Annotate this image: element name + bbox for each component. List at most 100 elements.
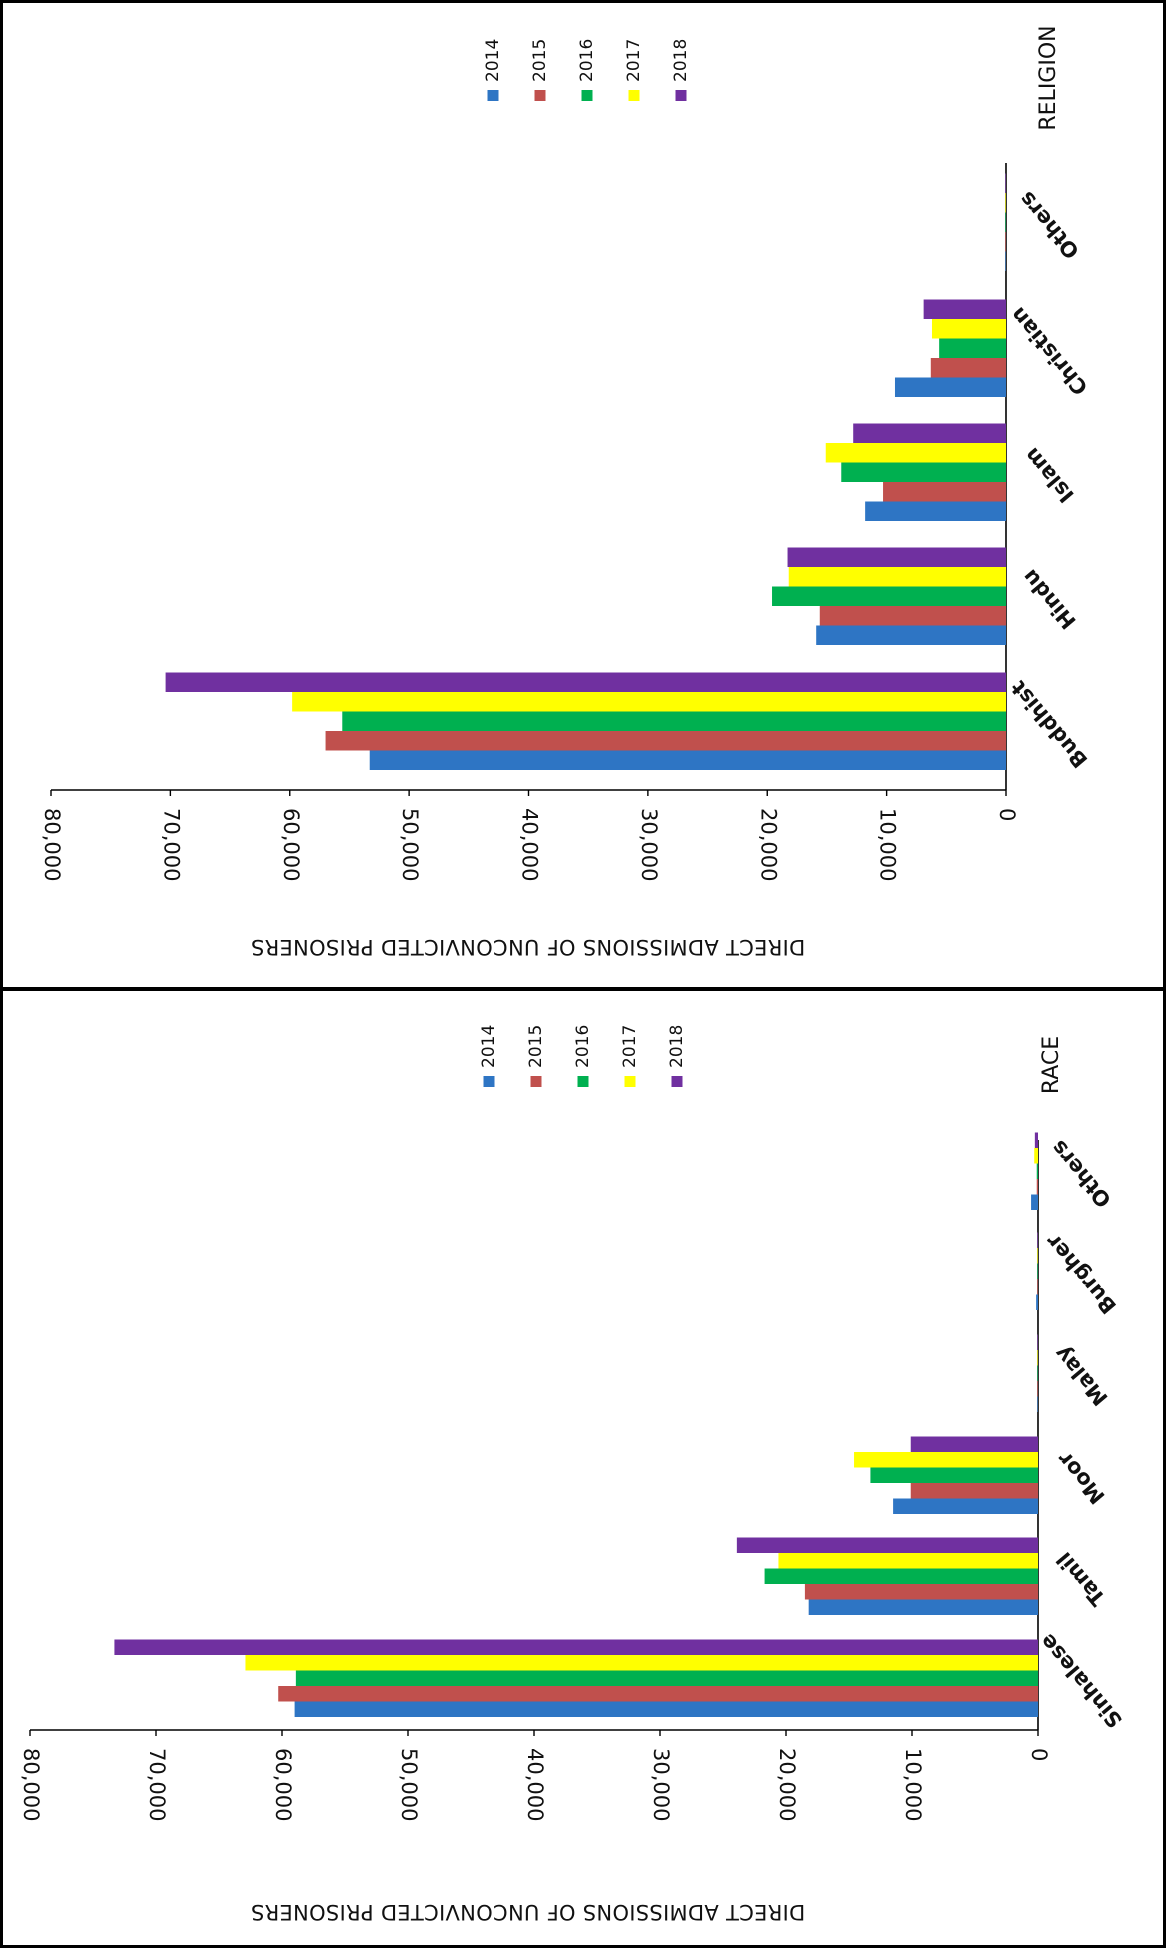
religion-category-label: Buddhist [1006, 676, 1092, 772]
religion-legend-swatch-2016 [581, 90, 593, 101]
race-category-label: Burgher [1041, 1229, 1121, 1318]
religion-panel: 0 10,000 20,000 30,000 40,000 50,000 60,000 70,… [40, 25, 1093, 959]
race-tick-label: 60,000 [271, 1748, 295, 1821]
race-category-label: Malay [1050, 1341, 1113, 1410]
religion-bar-buddhist-2017 [292, 692, 1006, 712]
religion-bar-christian-2014 [894, 377, 1006, 397]
race-category-labels: Sinhalese Tamil Moor Malay Burgher Others [1035, 1136, 1127, 1733]
race-bar-malay-2015 [1037, 1381, 1038, 1397]
religion-legend-swatch-2014 [487, 90, 499, 101]
race-bar-burgher-2015 [1037, 1279, 1038, 1295]
religion-bar-christian-2018 [923, 299, 1006, 319]
religion-tick-label: 10,000 [876, 808, 900, 881]
race-bar-burgher-2014 [1036, 1294, 1038, 1310]
religion-category-label: Christian [1006, 303, 1093, 400]
religion-legend-label-2018: 2018 [671, 39, 691, 82]
race-bar-tamil-2014 [808, 1599, 1038, 1615]
race-y-axis-label: DIRECT ADMISSIONS OF UNCONVICTED PRISONE… [251, 1900, 806, 1924]
race-legend-swatch-2017 [624, 1076, 636, 1087]
religion-bar-buddhist-2015 [325, 731, 1006, 751]
race-bar-moor-2016 [870, 1467, 1038, 1483]
religion-bar-hindu-2014 [816, 625, 1006, 645]
race-tick-label: 20,000 [775, 1748, 799, 1821]
race-legend-label-2014: 2014 [479, 1025, 499, 1068]
race-bar-malay-2018 [1037, 1334, 1038, 1350]
religion-bar-others-2017 [1005, 193, 1006, 213]
religion-legend-swatch-2017 [628, 90, 640, 101]
religion-bar-others-2016 [1005, 212, 1006, 232]
religion-tick-label: 70,000 [159, 808, 183, 881]
race-bar-sinhalese-2015 [278, 1686, 1039, 1702]
race-bar-tamil-2018 [736, 1537, 1038, 1553]
religion-tick-label: 50,000 [398, 808, 422, 881]
race-tick-label: 30,000 [649, 1748, 673, 1821]
religion-tick-label: 80,000 [40, 808, 64, 881]
religion-bar-hindu-2018 [787, 547, 1006, 567]
race-bar-sinhalese-2017 [245, 1655, 1038, 1671]
religion-tick-label: 30,000 [637, 808, 661, 881]
race-bar-burgher-2017 [1037, 1248, 1038, 1264]
race-legend-label-2015: 2015 [526, 1025, 546, 1068]
race-bar-others-2018 [1034, 1132, 1038, 1148]
race-tick-label: 80,000 [19, 1748, 43, 1821]
religion-bar-islam-2014 [865, 501, 1006, 521]
religion-legend-label-2017: 2017 [624, 39, 644, 82]
race-bar-sinhalese-2014 [294, 1701, 1039, 1717]
race-legend-swatch-2016 [577, 1076, 589, 1087]
religion-legend: 2014 2015 2016 2017 2018 [483, 39, 691, 101]
race-panel: 0 10,000 20,000 30,000 40,000 50,000 60,000 70,… [19, 1025, 1127, 1924]
religion-bar-buddhist-2016 [342, 711, 1006, 731]
religion-category-label: Islam [1020, 443, 1079, 507]
religion-category-label: Others [1014, 187, 1084, 264]
race-category-label: Others [1046, 1136, 1116, 1213]
race-tick-label: 40,000 [523, 1748, 547, 1821]
race-bar-sinhalese-2016 [295, 1670, 1038, 1686]
race-bar-others-2015 [1036, 1179, 1038, 1195]
race-bar-malay-2014 [1037, 1396, 1038, 1412]
religion-tick-label: 60,000 [279, 808, 303, 881]
race-bar-tamil-2015 [804, 1584, 1038, 1600]
religion-category-label: Hindu [1018, 565, 1081, 634]
race-bar-moor-2015 [910, 1483, 1038, 1499]
religion-legend-label-2015: 2015 [530, 39, 550, 82]
religion-tick-label: 0 [995, 808, 1019, 821]
race-tick-label: 0 [1027, 1748, 1051, 1761]
race-legend-swatch-2015 [530, 1076, 542, 1087]
religion-bar-islam-2018 [853, 423, 1006, 443]
religion-bars [165, 173, 1007, 770]
religion-bar-buddhist-2018 [165, 672, 1007, 692]
race-bar-tamil-2016 [764, 1568, 1038, 1584]
race-bar-malay-2017 [1037, 1350, 1038, 1366]
religion-bar-christian-2017 [931, 319, 1006, 339]
religion-legend-label-2014: 2014 [483, 39, 503, 82]
race-category-label: Moor [1052, 1447, 1109, 1509]
race-bar-moor-2018 [910, 1436, 1038, 1452]
religion-bar-islam-2015 [883, 482, 1006, 502]
religion-bar-hindu-2017 [788, 567, 1006, 587]
race-bar-burgher-2018 [1037, 1232, 1038, 1248]
religion-y-axis-label: DIRECT ADMISSIONS OF UNCONVICTED PRISONE… [251, 935, 806, 959]
religion-legend-swatch-2018 [675, 90, 687, 101]
race-tick-label: 10,000 [901, 1748, 925, 1821]
religion-tick-label: 20,000 [756, 808, 780, 881]
race-legend-label-2016: 2016 [573, 1025, 593, 1068]
religion-bar-others-2015 [1005, 232, 1006, 252]
religion-bar-christian-2016 [939, 338, 1006, 358]
religion-bar-christian-2015 [930, 358, 1006, 378]
race-bar-moor-2017 [854, 1452, 1038, 1468]
race-panel-title: RACE [1039, 1036, 1064, 1094]
race-category-label: Tamil [1052, 1547, 1110, 1610]
religion-tick-labels: 0 10,000 20,000 30,000 40,000 50,000 60,000 70,… [40, 790, 1019, 881]
race-legend-swatch-2018 [671, 1076, 683, 1087]
race-bar-sinhalese-2018 [114, 1639, 1039, 1655]
race-legend: 2014 2015 2016 2017 2018 [479, 1025, 687, 1087]
religion-legend-label-2016: 2016 [577, 39, 597, 82]
race-bar-moor-2014 [893, 1498, 1038, 1514]
religion-bar-hindu-2016 [772, 586, 1006, 606]
race-legend-swatch-2014 [483, 1076, 495, 1087]
religion-tick-label: 40,000 [518, 808, 542, 881]
race-bar-others-2017 [1034, 1148, 1038, 1164]
religion-bar-others-2014 [1005, 251, 1006, 271]
